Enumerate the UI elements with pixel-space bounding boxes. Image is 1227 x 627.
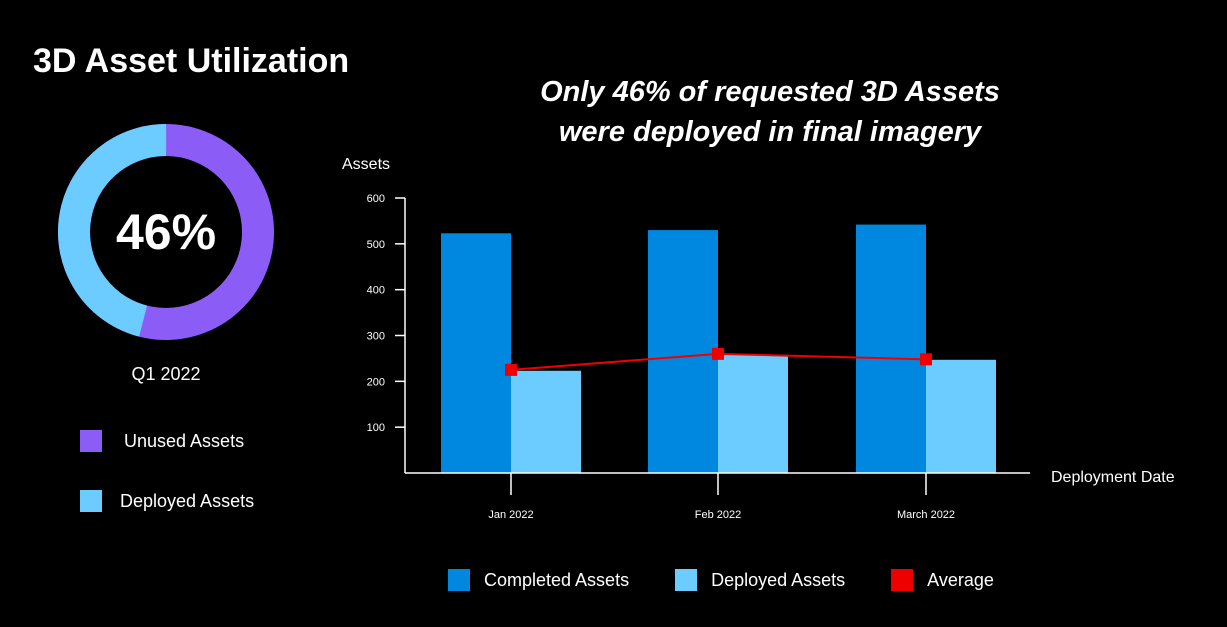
legend-label-completed: Completed Assets — [484, 569, 630, 590]
x-tick-label-0: Jan 2022 — [488, 509, 533, 521]
legend-item-deployed: Deployed Assets — [80, 489, 254, 513]
legend-label-average: Average — [927, 569, 994, 590]
x-axis-label: Deployment Date — [1051, 469, 1175, 486]
legend-swatch-unused — [80, 430, 102, 452]
y-tick-label-300: 300 — [367, 331, 385, 343]
legend-label-deployed: Deployed Assets — [120, 490, 255, 511]
legend-swatch-deployed — [80, 490, 102, 512]
donut-legend: Unused Assets Deployed Assets — [80, 429, 254, 549]
legend-item-unused: Unused Assets — [80, 429, 254, 453]
y-tick-label-600: 600 — [367, 193, 385, 205]
legend-label-deployed-bar: Deployed Assets — [711, 569, 846, 590]
chart-legend: Completed Assets Deployed Assets Average — [448, 569, 1040, 591]
bar-deployed-2 — [926, 359, 996, 473]
page-title: 3D Asset Utilization — [33, 42, 350, 80]
legend-item-deployed-bar: Deployed Assets — [675, 569, 845, 591]
donut-svg — [58, 124, 274, 340]
legend-swatch-deployed-bar — [675, 569, 698, 591]
donut-chart: 46% — [58, 124, 274, 340]
average-point-0 — [505, 363, 517, 376]
average-point-1 — [712, 347, 724, 360]
legend-label-unused: Unused Assets — [124, 430, 245, 451]
legend-swatch-average — [891, 569, 914, 591]
legend-swatch-completed — [448, 569, 470, 591]
y-tick-label-400: 400 — [367, 285, 385, 297]
y-tick-label-100: 100 — [367, 422, 385, 434]
bar-deployed-0 — [511, 370, 581, 473]
legend-item-completed: Completed Assets — [448, 569, 629, 591]
donut-period: Q1 2022 — [131, 364, 201, 384]
bar-deployed-1 — [718, 354, 788, 473]
x-tick-label-2: March 2022 — [897, 509, 955, 521]
y-tick-label-200: 200 — [367, 376, 385, 388]
bar-completed-0 — [441, 233, 511, 473]
donut-segment-deployed — [58, 124, 274, 340]
bar-completed-1 — [648, 230, 718, 473]
headline-line-2: were deployed in final imagery — [558, 116, 982, 148]
headline-line-1: Only 46% of requested 3D Assets — [540, 76, 1000, 108]
donut-percentage: 46% — [115, 204, 217, 260]
legend-item-average: Average — [891, 569, 994, 591]
x-tick-label-1: Feb 2022 — [695, 509, 741, 521]
y-tick-label-500: 500 — [367, 239, 385, 251]
chart-headline: Only 46% of requested 3D Assets were dep… — [470, 72, 1070, 152]
average-point-2 — [920, 353, 932, 366]
y-axis-label: Assets — [342, 156, 390, 173]
bar-completed-2 — [856, 224, 926, 473]
